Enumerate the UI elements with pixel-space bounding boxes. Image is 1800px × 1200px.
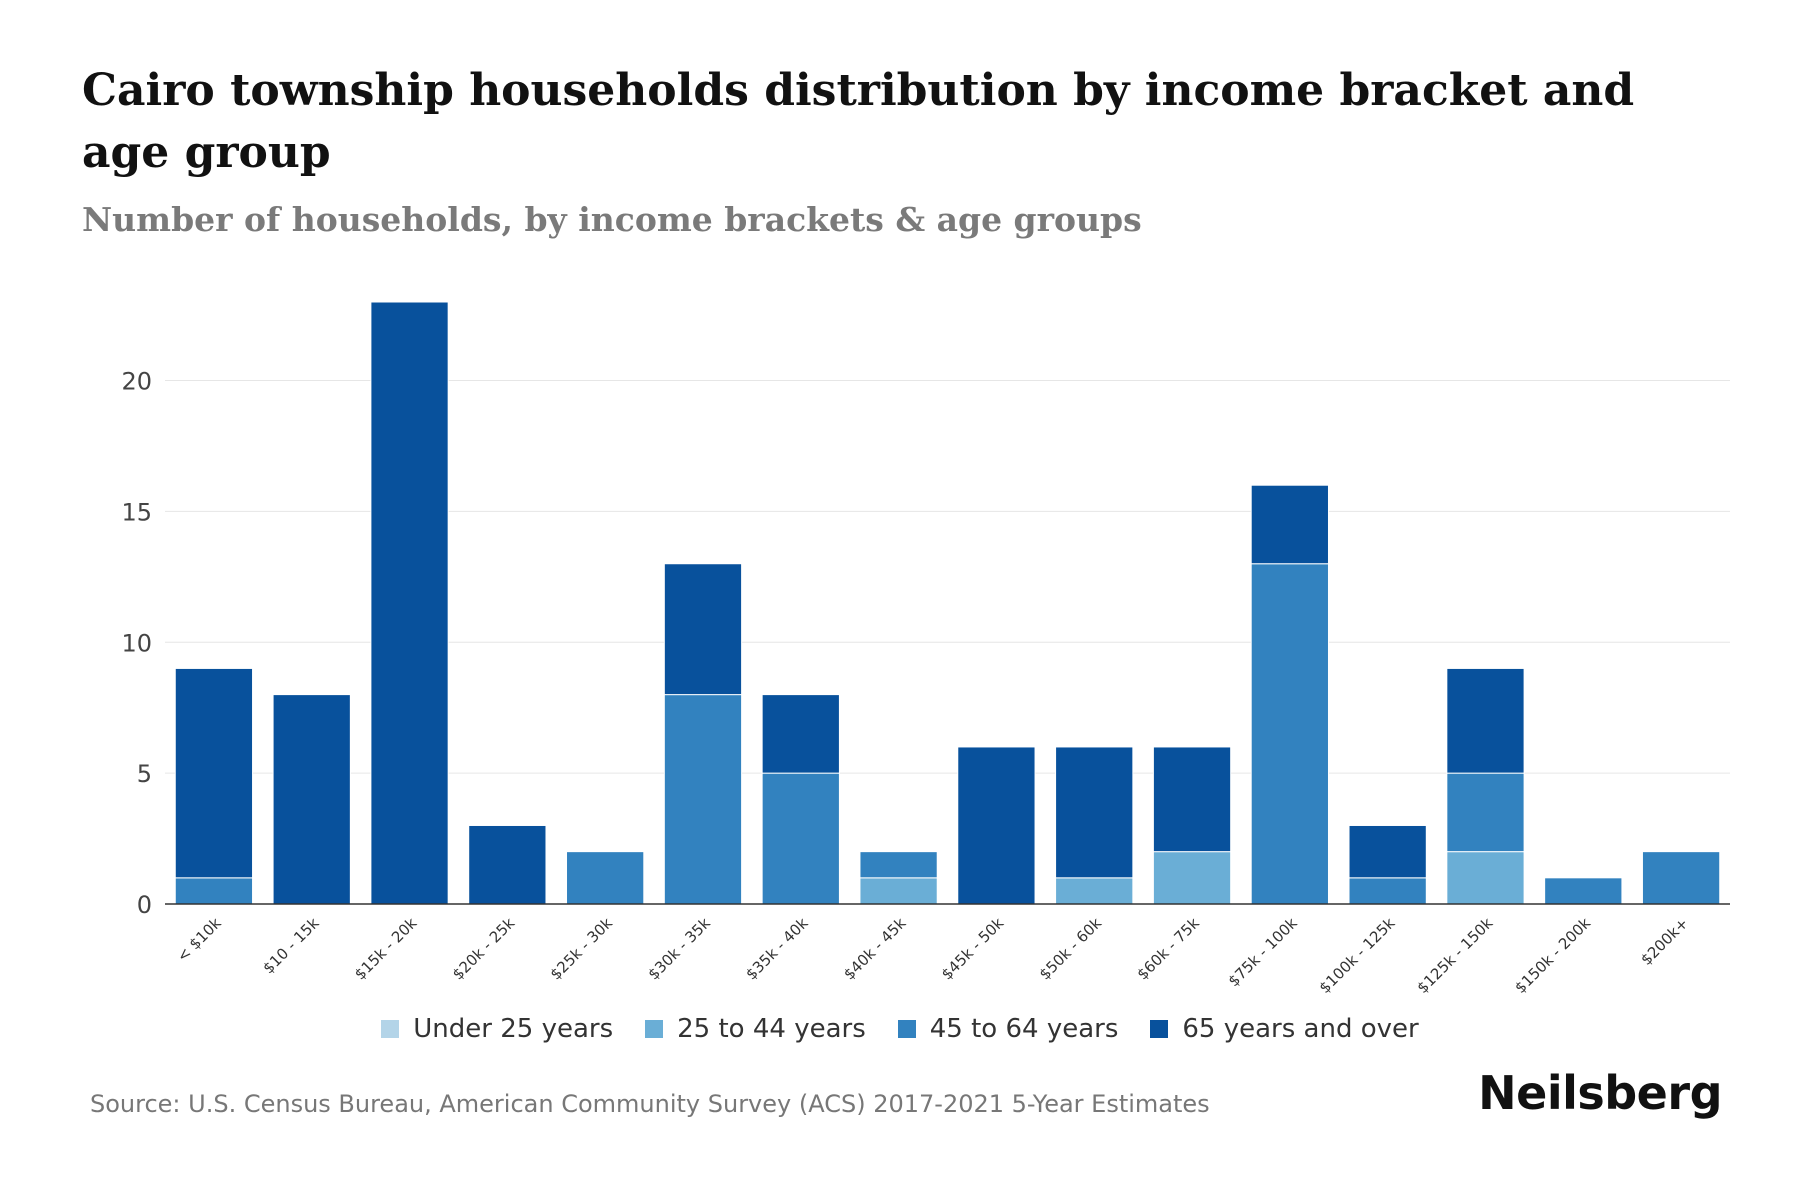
x-tick-label: $150k - 200k <box>1511 914 1594 997</box>
bar-segment <box>761 694 840 774</box>
bar-segment <box>468 824 547 905</box>
x-tick-label: $10 - 15k <box>259 914 322 977</box>
bar-segment <box>370 301 449 905</box>
x-tick-label: $100k - 125k <box>1316 914 1399 997</box>
bar-segment <box>1544 877 1623 905</box>
legend-swatch <box>381 1020 400 1038</box>
x-tick-label: $30k - 35k <box>644 914 714 984</box>
bar-segment <box>859 851 938 879</box>
legend-swatch <box>897 1020 916 1038</box>
bar-segment <box>1250 484 1329 565</box>
bar-segment <box>663 694 743 905</box>
legend-item: 65 years and over <box>1150 1014 1419 1044</box>
legend-label: Under 25 years <box>413 1014 614 1044</box>
legend-item: Under 25 years <box>381 1014 613 1044</box>
y-tick-label: 0 <box>137 891 152 919</box>
x-tick-label: $50k - 60k <box>1036 914 1106 984</box>
bar-segment <box>174 667 254 879</box>
bar-segment <box>272 694 351 905</box>
bar-segment <box>566 851 645 905</box>
brand-logo: Neilsberg <box>1478 1066 1722 1120</box>
bar-segment <box>957 746 1036 905</box>
bar-segment <box>1446 667 1525 774</box>
bar-segment <box>761 772 840 905</box>
legend: Under 25 years 25 to 44 years 45 to 64 yea… <box>0 1014 1800 1044</box>
bar-segment <box>1446 851 1525 905</box>
bar-segment <box>859 877 938 905</box>
x-tick-label: $125k - 150k <box>1413 914 1496 997</box>
legend-label: 25 to 44 years <box>677 1014 866 1044</box>
bar-segment <box>1446 772 1525 853</box>
x-tick-label: $40k - 45k <box>840 914 910 984</box>
y-tick-label: 10 <box>121 629 152 657</box>
bar-segment <box>1641 851 1721 905</box>
y-tick-label: 5 <box>137 760 152 788</box>
chart-area: 0 5 10 15 20 < $10k $10 - 15k $15k - 20k $20k - … <box>121 301 1730 997</box>
x-tick-label: $25k - 30k <box>547 914 617 984</box>
legend-swatch <box>645 1020 664 1038</box>
bar-segment <box>1055 746 1134 879</box>
chart-subtitle: Number of households, by income brackets… <box>82 200 1142 239</box>
bar-segment <box>1250 563 1329 905</box>
x-tick-label: $60k - 75k <box>1134 914 1204 984</box>
bar-segment <box>1055 877 1134 905</box>
y-tick-label: 15 <box>121 498 152 526</box>
x-tick-label: $75k - 100k <box>1225 914 1301 990</box>
legend-item: 45 to 64 years <box>897 1014 1119 1044</box>
x-tick-label: $200k+ <box>1637 914 1692 969</box>
legend-label: 45 to 64 years <box>929 1014 1119 1044</box>
x-tick-label: $20k - 25k <box>449 914 519 984</box>
x-tick-label: $45k - 50k <box>938 914 1008 984</box>
bar-segment <box>1348 824 1427 879</box>
x-tick-label: $15k - 20k <box>351 914 421 984</box>
y-tick-label: 20 <box>121 368 152 396</box>
legend-swatch <box>1150 1020 1169 1038</box>
chart-title: Cairo township households distribution b… <box>82 65 1635 178</box>
legend-item: 25 to 44 years <box>645 1014 866 1044</box>
legend-label: 65 years and over <box>1182 1014 1419 1044</box>
x-tick-label: $35k - 40k <box>742 914 812 984</box>
source-note: Source: U.S. Census Bureau, American Com… <box>90 1090 1210 1118</box>
bar-segment <box>174 877 254 905</box>
x-tick-label: < $10k <box>173 914 225 966</box>
bar-segment <box>1152 851 1232 905</box>
bar-segment <box>1348 877 1427 905</box>
bar-segment <box>1152 746 1232 853</box>
bar-segment <box>663 563 743 696</box>
